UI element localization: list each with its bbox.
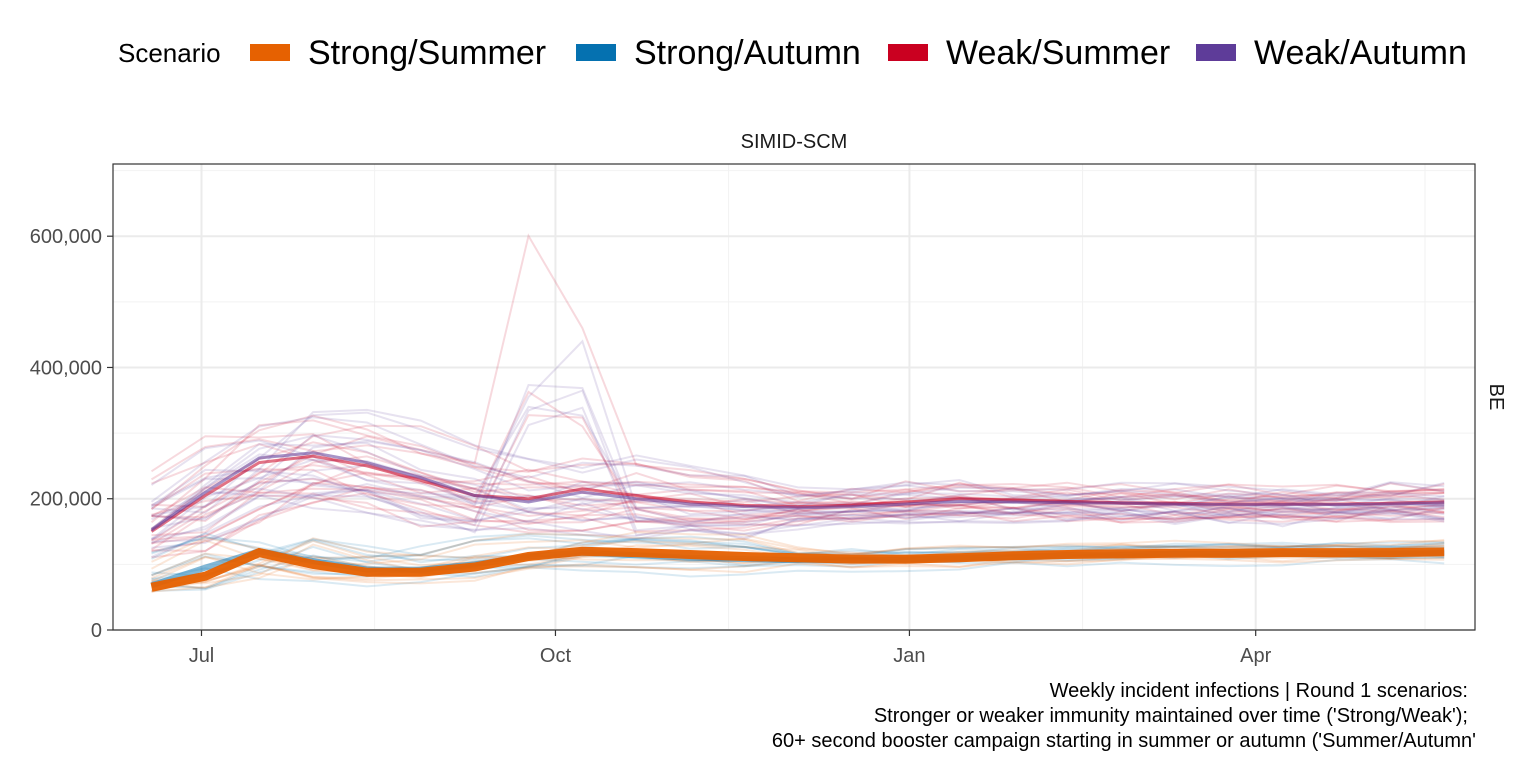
trajectory-weak-autumn-11 <box>151 440 1445 530</box>
x-tick-label-0: Jul <box>189 645 215 667</box>
median-line-strong-summer <box>150 546 1445 592</box>
trajectory-weak-autumn-6 <box>150 439 1445 515</box>
trajectory-weak-summer-16 <box>151 481 1445 553</box>
caption-line-1: Weekly incident infections | Round 1 sce… <box>1050 680 1468 702</box>
trajectory-weak-summer-2 <box>150 468 1445 513</box>
y-axis: 0 200,000 400,000 600,000 <box>30 226 113 642</box>
trajectory-weak-summer-6 <box>151 494 1445 533</box>
legend-label-3: Weak/Autumn <box>1254 34 1467 72</box>
median-lines <box>150 451 1445 592</box>
y-tick-label-0: 0 <box>91 620 102 642</box>
trajectory-weak-autumn-0 <box>151 411 1445 517</box>
panel-border <box>112 163 1476 631</box>
facet-title: SIMID-SCM <box>741 131 848 153</box>
x-tick-label-1: Oct <box>540 645 572 667</box>
legend-key-0 <box>250 44 290 61</box>
legend-key-1 <box>576 44 616 61</box>
y-tick-label-2: 400,000 <box>30 357 102 379</box>
x-axis: Jul Oct Jan Apr <box>189 630 1272 667</box>
median-line-weak-autumn <box>150 451 1445 532</box>
trajectory-weak-summer-7 <box>150 441 1445 530</box>
trajectory-weak-autumn-4 <box>151 383 1445 527</box>
trajectory-weak-autumn-19 <box>151 482 1445 549</box>
trajectory-weak-summer-1 <box>150 464 1445 542</box>
legend-label-1: Strong/Autumn <box>634 34 861 72</box>
caption-line-3: 60+ second booster campaign starting in … <box>772 730 1476 752</box>
plot-panel <box>112 163 1476 631</box>
trajectory-weak-summer-8 <box>150 438 1445 503</box>
trajectory-weak-summer-18 <box>151 443 1445 508</box>
trajectory-weak-autumn-16 <box>151 406 1445 559</box>
legend-label-2: Weak/Summer <box>946 34 1170 72</box>
trajectory-strong-summer-5 <box>151 537 1445 585</box>
trajectory-weak-summer-19 <box>151 414 1445 526</box>
caption: Weekly incident infections | Round 1 sce… <box>772 680 1476 752</box>
x-tick-label-2: Jan <box>893 645 925 667</box>
trajectory-strong-summer-9 <box>151 557 1445 593</box>
trajectory-weak-summer-13 <box>151 485 1445 559</box>
trajectory-weak-autumn-17 <box>150 468 1445 523</box>
trajectory-weak-summer-4 <box>151 491 1445 552</box>
trajectory-weak-summer-12 <box>151 455 1445 537</box>
x-tick-label-3: Apr <box>1240 645 1271 667</box>
trajectory-weak-autumn-5 <box>151 389 1445 545</box>
legend-key-2 <box>888 44 928 61</box>
trajectory-weak-summer-11 <box>150 419 1445 524</box>
trajectory-weak-autumn-12 <box>150 487 1445 541</box>
trajectory-strong-summer-11 <box>151 532 1445 563</box>
trajectory-weak-summer-14 <box>151 424 1445 508</box>
y-tick-label-3: 600,000 <box>30 226 102 248</box>
trajectory-weak-autumn-3 <box>151 408 1445 514</box>
facet-row-label: BE <box>1485 384 1507 411</box>
trajectory-weak-summer-5 <box>151 390 1445 545</box>
legend-label-0: Strong/Summer <box>308 34 546 72</box>
trajectory-weak-autumn-2 <box>150 458 1445 541</box>
trajectory-weak-autumn-14 <box>150 416 1445 503</box>
legend: Scenario Strong/Summer Strong/Autumn Weak/… <box>118 34 1467 72</box>
trajectory-weak-autumn-9 <box>151 433 1445 521</box>
y-tick-label-1: 200,000 <box>30 489 102 511</box>
trajectory-weak-summer-3 <box>150 233 1445 511</box>
legend-title: Scenario <box>118 38 221 68</box>
trajectory-strong-summer-2 <box>151 531 1445 582</box>
trajectory-strong-autumn-1 <box>151 558 1445 588</box>
legend-key-3 <box>1196 44 1236 61</box>
trajectory-weak-autumn-15 <box>151 490 1445 540</box>
trajectory-weak-autumn-7 <box>151 405 1445 543</box>
caption-line-2: Stronger or weaker immunity maintained o… <box>874 705 1468 727</box>
